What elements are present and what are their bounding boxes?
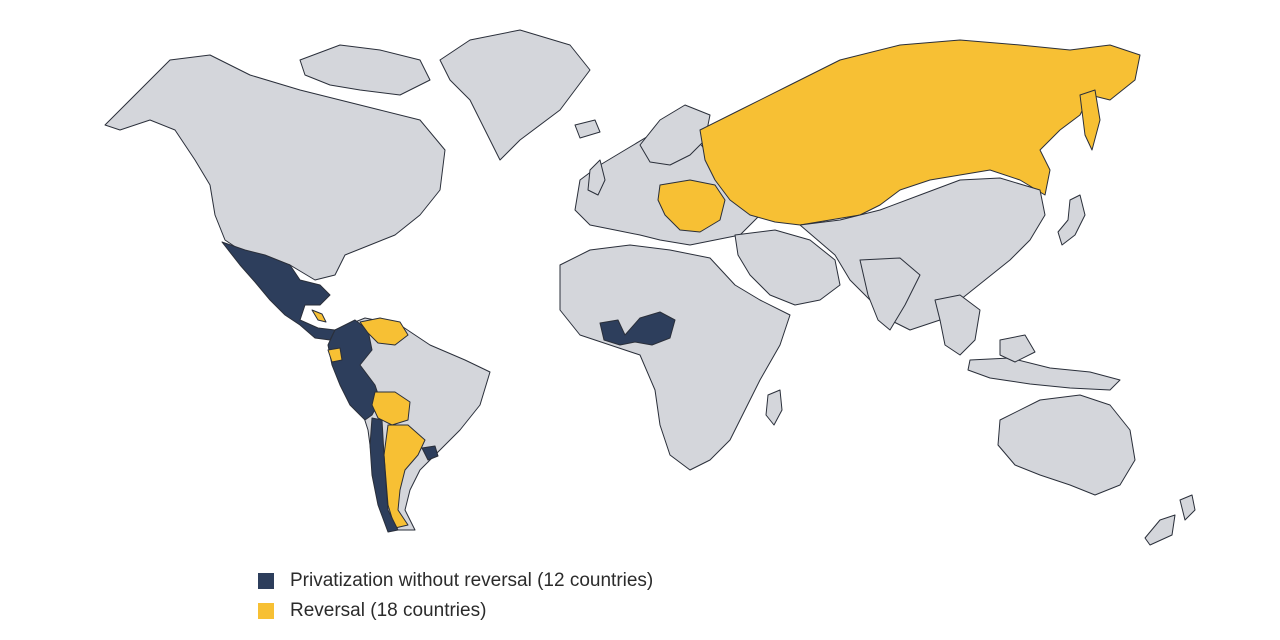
uk <box>587 159 606 196</box>
madagascar <box>765 389 783 426</box>
eastern-europe-reversal <box>657 179 726 233</box>
japan <box>1057 194 1086 246</box>
india <box>859 257 921 331</box>
indonesia <box>967 357 1121 391</box>
uruguay <box>421 445 439 461</box>
north-america <box>104 54 446 281</box>
kamchatka <box>1079 89 1101 151</box>
africa <box>559 244 791 471</box>
ecuador <box>327 347 343 363</box>
greenland <box>439 29 591 161</box>
new-zealand-south <box>1144 514 1176 546</box>
southeast-asia <box>934 294 981 356</box>
world-map <box>104 29 1196 546</box>
arctic-islands <box>299 44 431 96</box>
west-africa-privatization <box>599 311 676 346</box>
legend-item-privatization: Privatization without reversal (12 count… <box>258 566 653 596</box>
legend-label-reversal: Reversal (18 countries) <box>290 600 487 621</box>
chile <box>369 417 399 533</box>
panama <box>311 309 327 323</box>
legend: Privatization without reversal (12 count… <box>258 566 653 626</box>
legend-swatch-privatization <box>258 573 274 589</box>
bolivia <box>371 391 411 426</box>
legend-item-reversal: Reversal (18 countries) <box>258 596 653 626</box>
iceland <box>574 119 601 139</box>
russia <box>699 39 1141 226</box>
venezuela <box>359 317 409 346</box>
mexico-central-america <box>221 241 336 341</box>
legend-swatch-reversal <box>258 603 274 619</box>
middle-east <box>734 229 841 306</box>
australia <box>997 394 1136 496</box>
new-zealand <box>1179 494 1196 521</box>
borneo <box>999 334 1036 363</box>
legend-label-privatization: Privatization without reversal (12 count… <box>290 570 654 591</box>
